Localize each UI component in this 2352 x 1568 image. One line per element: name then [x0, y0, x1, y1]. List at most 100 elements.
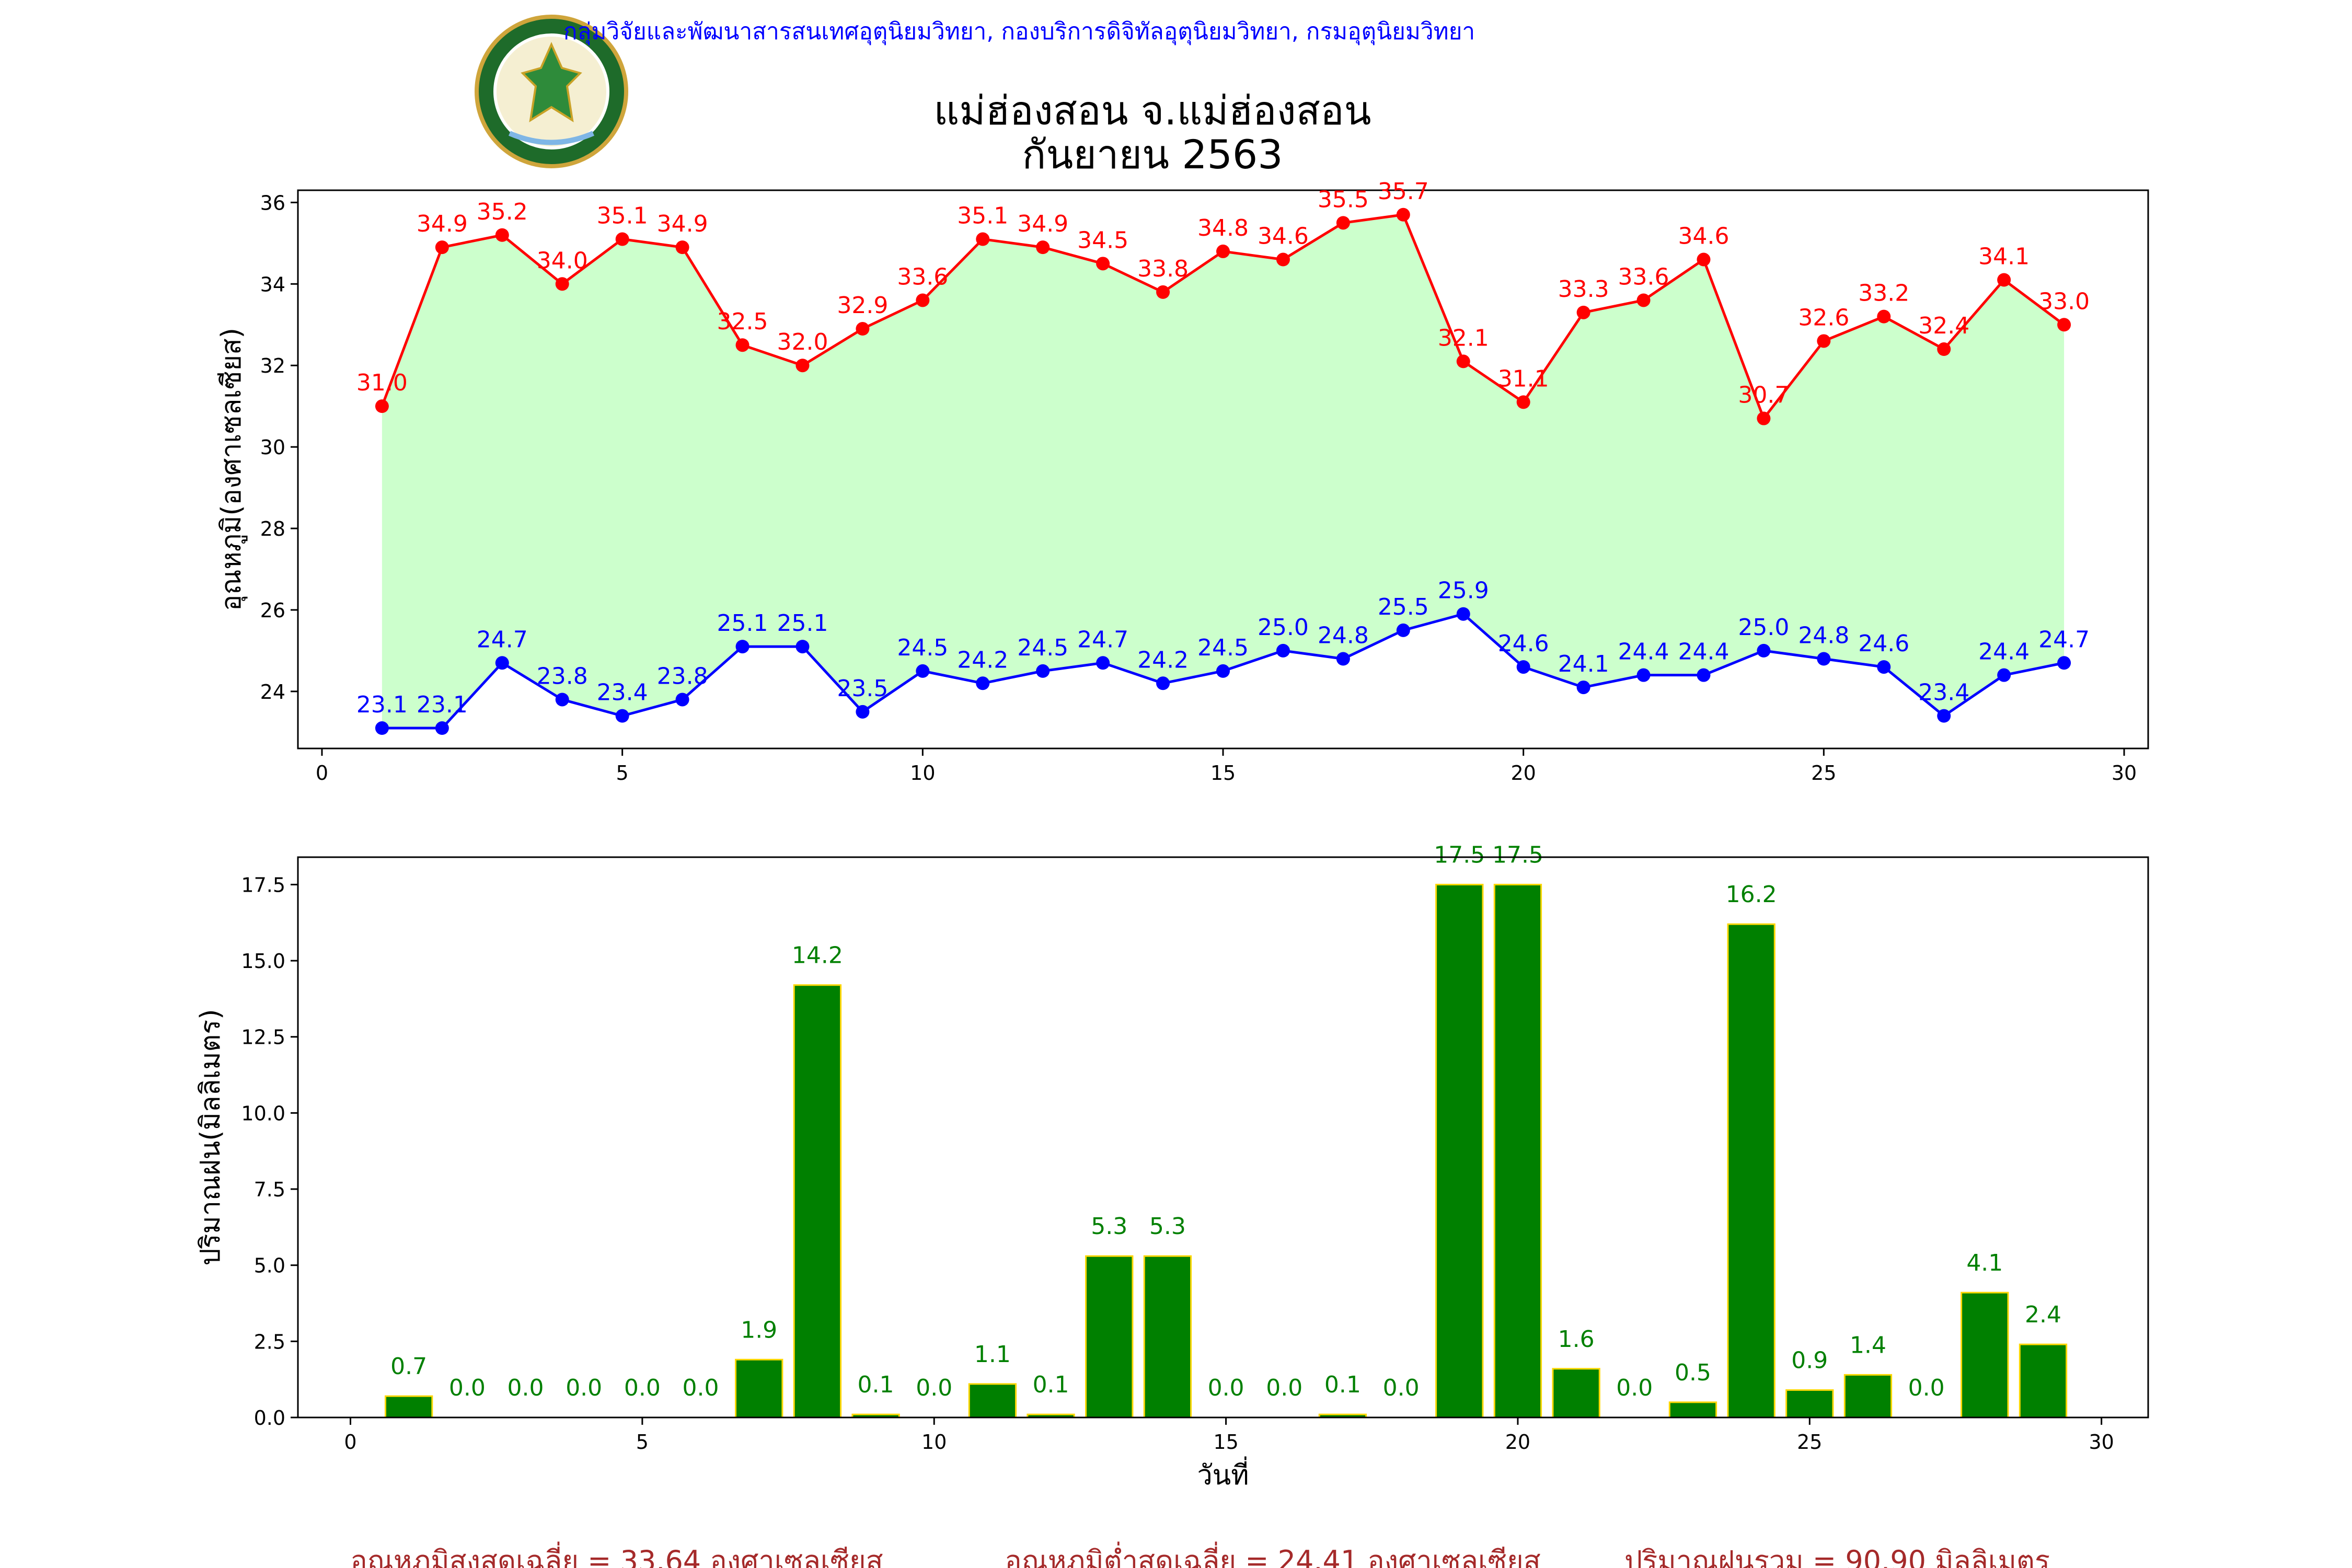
min-temperature-label: 24.8: [1318, 622, 1369, 649]
y-tick-label: 2.5: [254, 1330, 285, 1353]
rainfall-bar-label: 5.3: [1091, 1213, 1127, 1240]
rainfall-bar: [1727, 923, 1775, 1419]
rainfall-bars: [385, 883, 2068, 1419]
min-temperature-point: [1997, 668, 2011, 682]
max-temperature-label: 35.1: [957, 203, 1008, 229]
min-temperature-label: 24.1: [1558, 651, 1609, 677]
min-temperature-label: 23.1: [356, 691, 408, 718]
max-temperature-point: [495, 228, 509, 242]
min-temperature-point: [856, 705, 870, 719]
max-temperature-label: 34.1: [1978, 244, 2030, 270]
rainfall-bar-label: 0.1: [858, 1371, 894, 1398]
max-temperature-point: [1697, 252, 1711, 267]
x-tick-label: 5: [636, 1431, 649, 1454]
rainfall-bar-label: 17.5: [1492, 841, 1543, 868]
min-temperature-point: [555, 693, 569, 707]
x-tick-label: 25: [1797, 1431, 1822, 1454]
max-temperature-label: 34.9: [417, 211, 468, 237]
max-temperature-label: 34.6: [1678, 223, 1729, 250]
min-temperature-label: 24.5: [1197, 635, 1249, 661]
rainfall-xlabel: วันที่: [1197, 1456, 1249, 1491]
max-temperature-point: [1336, 216, 1350, 230]
rainfall-bar-labels: 0.7 0.0 0.0 0.0 0.0 0.0 1.9 14.2 0.1 0.0 1.1 0.1 5.3…: [390, 841, 2061, 1401]
chart-title-station: แม่ฮ่องสอน จ.แม่ฮ่องสอน: [933, 87, 1371, 134]
rainfall-axis-ticks: 0 5 10 15 20 25 30 0.0 2.5 5.0 7.5 10.0 12.5 15.0 17.5: [241, 873, 2114, 1454]
min-temperature-labels: 23.1 23.1 24.7 23.8 23.4 23.8 25.1 25.1 23.5 24.5…: [356, 578, 2090, 718]
min-temperature-point: [615, 709, 629, 723]
rainfall-bar-label: 0.0: [449, 1375, 486, 1401]
min-temperature-points: [375, 607, 2071, 735]
max-temperature-point: [1937, 342, 1951, 356]
max-temperature-label: 34.6: [1258, 223, 1309, 250]
min-temperature-label: 24.5: [897, 635, 948, 661]
rainfall-bar: [385, 1395, 433, 1419]
max-temperature-label: 33.6: [1618, 263, 1669, 290]
max-temperature-point: [555, 277, 569, 291]
min-temperature-point: [495, 656, 509, 670]
max-temperature-label: 34.9: [657, 211, 708, 237]
y-tick-label: 34: [260, 273, 285, 296]
min-temperature-label: 25.0: [1738, 614, 1789, 641]
footer-avg-max: อุณหภูมิสูงสุดเฉลี่ย = 33.64 องศาเซลเซีย…: [350, 1541, 883, 1568]
min-temperature-point: [916, 664, 930, 678]
rainfall-bar-label: 1.4: [1850, 1332, 1886, 1358]
rainfall-bar-label: 16.2: [1726, 881, 1777, 908]
max-temperature-label: 32.6: [1798, 304, 1849, 331]
max-temperature-label: 33.8: [1137, 256, 1189, 282]
rainfall-bar: [2019, 1343, 2068, 1419]
max-temperature-label: 31.0: [356, 370, 408, 396]
chart-title-period: กันยายน 2563: [1022, 131, 1283, 178]
min-temperature-point: [675, 693, 689, 707]
rainfall-bar-label: 0.5: [1675, 1359, 1711, 1386]
min-temperature-point: [1937, 709, 1951, 723]
rainfall-bar-label: 0.1: [1033, 1371, 1069, 1398]
credit-line: กลุ่มวิจัยและพัฒนาสารสนเทศอุตุนิยมวิทยา,…: [563, 18, 1475, 45]
y-tick-label: 28: [260, 517, 285, 540]
temperature-axis-ticks: 0 5 10 15 20 25 30 24 26 28 30 32 34 36: [260, 191, 2137, 785]
rainfall-bar: [1493, 883, 1542, 1419]
min-temperature-label: 23.8: [537, 663, 588, 689]
rainfall-bar-label: 0.0: [1383, 1375, 1420, 1401]
min-temperature-point: [1636, 668, 1651, 682]
max-temperature-point: [1877, 309, 1891, 324]
min-temperature-label: 24.2: [1137, 647, 1189, 673]
max-temperature-label: 30.7: [1738, 382, 1789, 409]
rainfall-bar: [1552, 1368, 1600, 1419]
min-temperature-point: [1757, 643, 1771, 658]
max-temperature-point: [435, 240, 449, 255]
min-temperature-point: [1276, 643, 1290, 658]
y-tick-label: 5.0: [254, 1254, 285, 1277]
x-tick-label: 0: [344, 1431, 356, 1454]
min-temperature-point: [976, 676, 990, 690]
max-temperature-point: [675, 240, 689, 255]
min-temperature-label: 25.1: [777, 610, 828, 637]
rainfall-bar-label: 0.0: [916, 1375, 952, 1401]
min-temperature-point: [1036, 664, 1050, 678]
rainfall-bar-label: 0.0: [566, 1375, 602, 1401]
rainfall-bar: [1785, 1389, 1834, 1419]
department-logo: [475, 15, 628, 168]
min-temperature-label: 24.6: [1858, 630, 1909, 657]
y-tick-label: 36: [260, 191, 285, 214]
max-temperature-label: 32.1: [1438, 325, 1489, 351]
x-tick-label: 20: [1511, 762, 1536, 785]
max-temperature-point: [1396, 207, 1410, 222]
min-temperature-point: [1156, 676, 1170, 690]
y-tick-label: 0.0: [254, 1406, 285, 1429]
max-temperature-label: 33.6: [897, 263, 948, 290]
x-tick-label: 30: [2112, 762, 2137, 785]
min-temperature-label: 23.1: [417, 691, 468, 718]
rainfall-bar: [1435, 883, 1484, 1419]
x-tick-label: 15: [1210, 762, 1236, 785]
min-temperature-label: 24.2: [957, 647, 1008, 673]
max-temperature-point: [795, 359, 810, 373]
rainfall-bar-label: 0.0: [508, 1375, 544, 1401]
min-temperature-point: [1336, 652, 1350, 666]
rainfall-bar: [1085, 1255, 1134, 1419]
max-temperature-label: 32.4: [1918, 313, 1969, 339]
rainfall-bar-label: 1.6: [1558, 1326, 1595, 1353]
min-temperature-point: [435, 721, 449, 735]
rainfall-plot: 0 5 10 15 20 25 30 0.0 2.5 5.0 7.5 10.0 12.5 15.0 17.5…: [195, 841, 2149, 1491]
max-temperature-point: [1276, 252, 1290, 267]
